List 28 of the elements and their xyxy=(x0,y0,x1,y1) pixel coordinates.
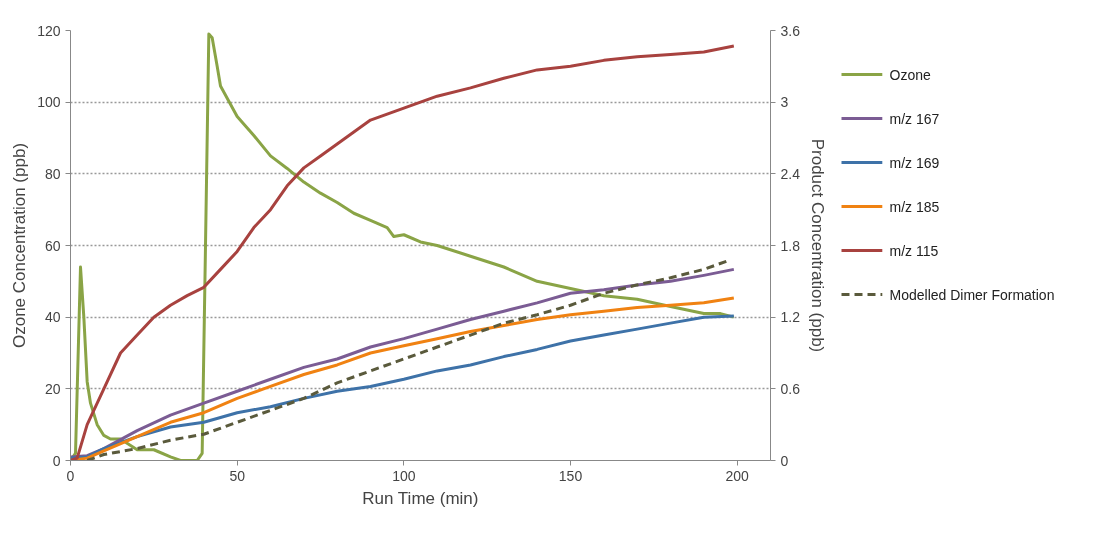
y-tick-label: 40 xyxy=(44,309,61,326)
y-tick-label: 60 xyxy=(44,237,61,254)
y2-tick-label: 0.6 xyxy=(780,380,801,397)
legend-label: Modelled Dimer Formation xyxy=(889,286,1055,303)
legend-label: m/z 115 xyxy=(889,242,939,259)
legend-label: m/z 169 xyxy=(889,154,940,171)
y2-tick-label: 1.8 xyxy=(780,237,801,254)
y-tick-label: 100 xyxy=(37,94,61,111)
y-axis-title: Ozone Concentration (ppb) xyxy=(10,142,30,349)
x-tick-label: 200 xyxy=(725,467,750,484)
y2-tick-label: 2.4 xyxy=(780,165,801,182)
legend-label: Ozone xyxy=(889,66,931,83)
y-tick-label: 80 xyxy=(44,165,61,182)
x-tick-label: 100 xyxy=(392,467,416,484)
legend-label: m/z 185 xyxy=(889,198,940,215)
x-tick-label: 150 xyxy=(558,467,583,484)
y-tick-label: 120 xyxy=(37,22,61,39)
y2-axis-title: Product Concentration (ppb) xyxy=(807,138,827,353)
y2-tick-label: 1.2 xyxy=(780,309,801,326)
y-tick-label: 20 xyxy=(44,380,61,397)
y2-tick-label: 3.6 xyxy=(780,22,801,39)
legend-label: m/z 167 xyxy=(889,110,940,127)
x-axis-title: Run Time (min) xyxy=(362,488,479,508)
y2-tick-label: 3 xyxy=(780,94,789,111)
y2-tick-label: 0 xyxy=(780,452,789,469)
y-tick-label: 0 xyxy=(52,452,61,469)
x-tick-label: 0 xyxy=(66,467,75,484)
x-tick-label: 50 xyxy=(229,467,246,484)
